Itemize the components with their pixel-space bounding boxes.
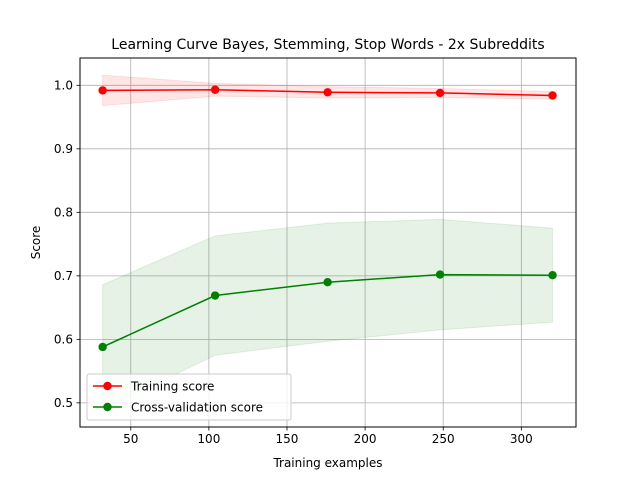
x-tick-label: 250 bbox=[432, 432, 455, 446]
y-tick-label: 0.9 bbox=[54, 142, 73, 156]
legend-marker-training bbox=[103, 381, 112, 391]
y-tick-label: 0.8 bbox=[54, 206, 73, 220]
x-tick-label: 50 bbox=[123, 432, 138, 446]
series-lines bbox=[98, 85, 557, 352]
y-tick-label: 1.0 bbox=[54, 79, 73, 93]
training-score-point bbox=[435, 88, 445, 98]
x-tick-label: 300 bbox=[510, 432, 533, 446]
y-tick-label: 0.5 bbox=[54, 396, 73, 410]
legend-box bbox=[86, 373, 292, 421]
x-tick-label: 200 bbox=[354, 432, 377, 446]
chart-title: Learning Curve Bayes, Stemming, Stop Wor… bbox=[111, 37, 544, 53]
y-axis-label: Score bbox=[29, 226, 43, 260]
legend-label-cross-validation: Cross-validation score bbox=[131, 401, 263, 415]
training-score-point bbox=[548, 91, 557, 100]
legend-marker-cross-validation bbox=[103, 402, 112, 412]
legend-label-training: Training score bbox=[130, 380, 214, 394]
cross-validation-score-point bbox=[210, 291, 220, 300]
y-tick-label: 0.6 bbox=[54, 333, 73, 347]
training-score-point bbox=[210, 85, 220, 94]
cross-validation-score-point bbox=[98, 342, 107, 352]
x-tick-label: 100 bbox=[197, 432, 220, 446]
cross-validation-score-point bbox=[435, 270, 445, 279]
cross-validation-score-band bbox=[102, 218, 554, 411]
cross-validation-score-point bbox=[548, 271, 557, 280]
axis-ticks: 50 100 150 200 250 300 0.5 0.6 0.7 0.8 0.9 1.0 bbox=[54, 79, 533, 446]
cross-validation-score-point bbox=[323, 277, 332, 287]
confidence-bands bbox=[102, 74, 554, 411]
x-axis-label: Training examples bbox=[272, 456, 382, 470]
x-tick-label: 150 bbox=[276, 432, 299, 446]
plot-frame bbox=[79, 57, 577, 428]
y-tick-label: 0.7 bbox=[54, 269, 73, 283]
training-score-point bbox=[98, 86, 107, 95]
legend: Training score Cross-validation score bbox=[86, 373, 292, 421]
training-score-point bbox=[323, 88, 332, 97]
